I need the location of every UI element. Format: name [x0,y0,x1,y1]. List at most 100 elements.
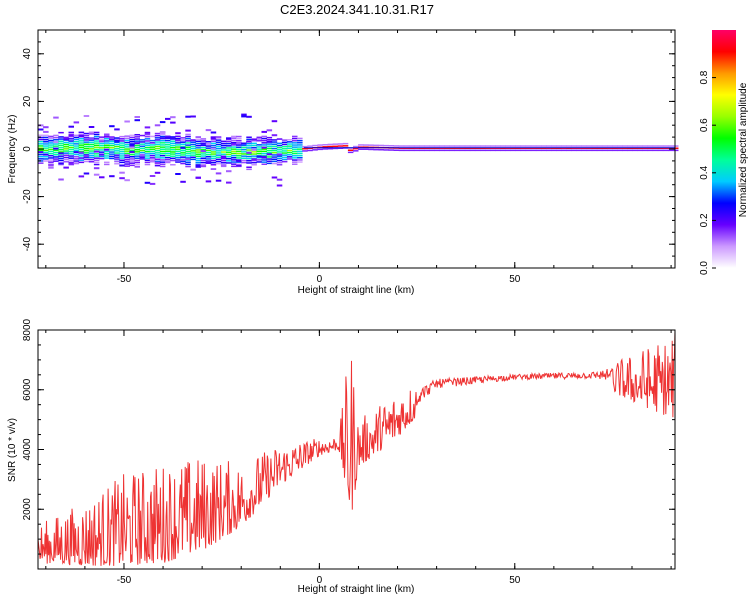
heatmap-cell [571,149,577,152]
heatmap-cell [43,138,49,141]
heatmap-cell [317,148,323,151]
heatmap-cell [281,143,288,146]
heatmap-cell [607,145,613,147]
heatmap-cell [444,145,450,147]
heatmap-cell [520,149,527,152]
heatmap-cell [109,151,115,153]
heatmap-cell [114,137,120,139]
heatmap-cell [226,162,232,164]
heatmap-cell [180,141,186,143]
heatmap-cell [347,149,354,151]
heatmap-cell [444,149,450,152]
heatmap-cell [185,146,191,148]
x-tick-label: -50 [117,575,132,586]
heatmap-cell [231,135,237,138]
heatmap-cell [276,155,283,157]
heatmap-cell [246,168,252,171]
heatmap-cell [185,163,191,166]
heatmap-cell [286,147,293,149]
heatmap-cell [231,152,237,155]
heatmap-cell [170,140,176,142]
heatmap-cell [500,145,506,147]
heatmap-cell [276,146,283,149]
heatmap-cell [149,154,156,157]
heatmap-cell [38,147,44,149]
heatmap-cell [261,146,267,149]
heatmap-cell [500,149,506,152]
heatmap-cell [144,133,151,136]
heatmap-cell [246,142,252,145]
heatmap-cell [83,147,90,150]
heatmap-cell [220,140,227,143]
heatmap-cell [185,155,191,157]
heatmap-cell [251,153,257,155]
heatmap-cell [231,163,237,165]
heatmap-cell [99,142,105,145]
heatmap-cell [114,145,120,148]
heatmap-cell [673,145,679,147]
y-tick-label: -20 [22,189,33,204]
heatmap-cell [210,136,217,139]
heatmap-cell [48,161,54,163]
colorbar-tick-label: 0.8 [699,70,710,84]
heatmap-cell [78,140,85,142]
heatmap-cell [246,155,252,158]
heatmap-cell [124,156,130,159]
heatmap-cell [454,149,461,152]
heatmap-cell [261,161,267,163]
figure-title: C2E3.2024.341.10.31.R17 [280,2,434,17]
heatmap-cell [170,121,176,124]
heatmap-cell [38,149,44,151]
heatmap-cell [281,158,288,161]
heatmap-cell [88,150,95,152]
heatmap-cell [220,164,227,166]
heatmap-cell [286,145,293,147]
heatmap-cell [297,152,303,155]
heatmap-cell [124,141,130,144]
heatmap-cell [241,159,247,162]
heatmap-cell [149,148,156,150]
heatmap-cell [358,146,364,148]
heatmap-cell [170,155,176,157]
heatmap-cell [236,164,242,167]
heatmap-cell [48,137,54,140]
y-tick-label: 20 [22,95,33,107]
heatmap-cell [215,160,222,163]
heatmap-cell [93,146,100,149]
heatmap-cell [297,157,303,159]
heatmap-cell [200,138,207,140]
heatmap-cell [175,161,181,163]
heatmap-cell [419,149,425,152]
heatmap-cell [281,148,288,150]
heatmap-cell [154,161,161,164]
heatmap-cell [612,145,618,147]
heatmap-cell [73,141,80,143]
x-tick-label: 50 [509,575,521,586]
heatmap-cell [292,137,298,140]
heatmap-cell [515,149,522,152]
heatmap-cell [474,145,481,147]
heatmap-cell [226,181,232,184]
heatmap-cell [68,163,74,166]
heatmap-cell [576,149,582,152]
heatmap-cell [353,147,359,150]
heatmap-cell [332,145,339,148]
heatmap-cell [88,143,95,146]
heatmap-cell [591,145,598,147]
heatmap-cell [586,145,593,147]
heatmap-cell [215,156,222,158]
heatmap-cell [159,163,166,165]
heatmap-cell [124,120,130,123]
colorbar-tick-label: 0.6 [699,118,710,132]
spectrogram-y-axis-label: Frequency (Hz) [7,115,18,184]
heatmap-cell [200,161,207,164]
heatmap-cell [195,166,201,168]
heatmap-cell [276,149,283,151]
heatmap-cell [231,137,237,140]
heatmap-cell [48,135,54,138]
heatmap-cell [119,142,125,144]
heatmap-cell [266,136,273,139]
heatmap-cell [236,140,242,142]
heatmap-cell [83,155,90,157]
heatmap-cell [195,142,201,145]
